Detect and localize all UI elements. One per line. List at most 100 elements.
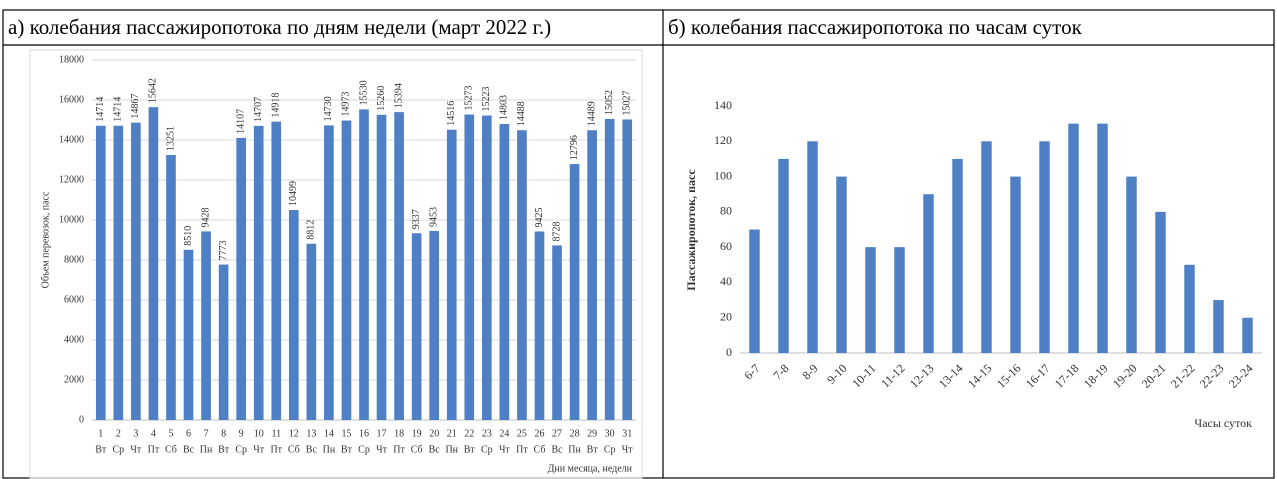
bar <box>1097 123 1108 354</box>
bar <box>429 230 440 420</box>
x-tick-label: 13-14 <box>936 361 966 391</box>
bar <box>464 114 475 420</box>
x-tick-label: 8 <box>221 428 226 439</box>
data-label: 14867 <box>130 94 141 119</box>
bar <box>482 115 492 420</box>
y-axis-label: Объем перевозок, пасс <box>40 191 51 288</box>
x-tick-label: 25 <box>517 428 527 439</box>
x-tick-label: 6 <box>186 428 191 439</box>
x-tick-label: 12-13 <box>907 361 937 391</box>
x-tick-label: 13 <box>306 428 316 439</box>
bar <box>604 118 615 421</box>
x-tick-label: 18 <box>394 428 404 439</box>
x-tick-label: 14-15 <box>965 361 995 391</box>
bar <box>411 233 422 420</box>
y-axis-label: Пассажиропоток, пасс <box>684 169 698 291</box>
x-tick-label: Ср <box>358 444 370 455</box>
data-label: 9428 <box>200 207 211 227</box>
x-tick-label: Сб <box>288 444 300 455</box>
data-label: 14107 <box>235 109 246 134</box>
x-tick-label: 17-18 <box>1052 361 1082 391</box>
bar <box>253 125 264 421</box>
data-label: 14714 <box>95 97 106 122</box>
x-tick-label: Ср <box>481 444 493 455</box>
x-tick-label: Сб <box>165 444 177 455</box>
x-tick-label: 10 <box>254 428 264 439</box>
x-tick-label: 27 <box>552 428 562 439</box>
x-tick-label: 3 <box>133 428 138 439</box>
data-label: 10499 <box>288 181 299 206</box>
x-tick-label: 21-22 <box>1168 361 1198 391</box>
data-label: 14488 <box>516 101 527 126</box>
bar <box>534 231 545 420</box>
y-tick-label: 80 <box>720 204 732 218</box>
x-tick-label: Пн <box>568 444 581 455</box>
x-tick-label: 29 <box>587 428 597 439</box>
x-tick-label: Пт <box>148 444 160 455</box>
bar <box>894 247 905 353</box>
x-tick-label: 24 <box>499 428 509 439</box>
x-tick-label: Чт <box>376 444 387 455</box>
data-label: 14730 <box>323 96 334 121</box>
bar <box>517 130 527 421</box>
bar <box>836 176 847 353</box>
bar <box>749 229 760 353</box>
data-label: 14918 <box>271 93 282 118</box>
x-tick-label: 4 <box>151 428 156 439</box>
bar <box>236 137 246 421</box>
bar <box>324 125 334 421</box>
x-tick-label: Чт <box>130 444 141 455</box>
x-tick-label: Вт <box>587 444 599 455</box>
x-tick-label: Пт <box>270 444 282 455</box>
x-tick-label: 19-20 <box>1110 361 1140 391</box>
x-tick-label: 28 <box>570 428 580 439</box>
data-label: 15530 <box>358 80 369 105</box>
x-tick-label: 8-9 <box>799 361 820 382</box>
chart-frame <box>29 49 643 479</box>
x-tick-label: Ср <box>235 444 247 455</box>
x-tick-label: 12 <box>289 428 299 439</box>
bar <box>865 247 876 353</box>
x-tick-label: Пт <box>516 444 528 455</box>
x-tick-label: 23-24 <box>1226 361 1256 391</box>
data-label: 15394 <box>393 83 404 108</box>
bar <box>148 107 159 420</box>
x-tick-label: Пн <box>323 444 336 455</box>
bar <box>952 158 963 353</box>
bar <box>394 112 404 421</box>
x-tick-label: 5 <box>168 428 173 439</box>
y-tick-label: 18000 <box>59 54 84 65</box>
x-tick-label: 19 <box>412 428 422 439</box>
x-tick-label: Чт <box>499 444 510 455</box>
bar <box>552 245 562 420</box>
data-label: 9425 <box>534 208 545 228</box>
bar <box>341 120 352 420</box>
data-label: 14973 <box>341 92 352 117</box>
x-tick-label: 22 <box>464 428 474 439</box>
y-tick-label: 140 <box>714 98 732 112</box>
data-label: 9337 <box>411 209 422 229</box>
y-tick-label: 20 <box>720 309 732 323</box>
x-tick-label: 11-12 <box>878 361 907 390</box>
x-tick-label: 26 <box>534 428 544 439</box>
x-tick-label: Вс <box>183 444 195 455</box>
bar <box>1039 141 1050 353</box>
x-axis-label: Дни месяца, недели <box>548 463 633 474</box>
x-tick-label: 20-21 <box>1139 361 1169 391</box>
bar <box>131 122 141 420</box>
y-tick-label: 14000 <box>59 134 84 145</box>
bar <box>446 129 457 420</box>
data-label: 15642 <box>148 78 159 103</box>
x-tick-label: Чт <box>253 444 264 455</box>
x-tick-label: 9 <box>239 428 244 439</box>
bar <box>1010 176 1021 353</box>
chart-title: а) колебания пассажиропотока по дням нед… <box>8 15 551 39</box>
bar <box>587 130 597 420</box>
data-label: 15223 <box>481 87 492 112</box>
bar <box>271 121 282 420</box>
x-tick-label: Чт <box>622 444 633 455</box>
y-tick-label: 60 <box>720 239 732 253</box>
y-tick-label: 0 <box>79 414 84 425</box>
x-tick-label: Ср <box>604 444 616 455</box>
